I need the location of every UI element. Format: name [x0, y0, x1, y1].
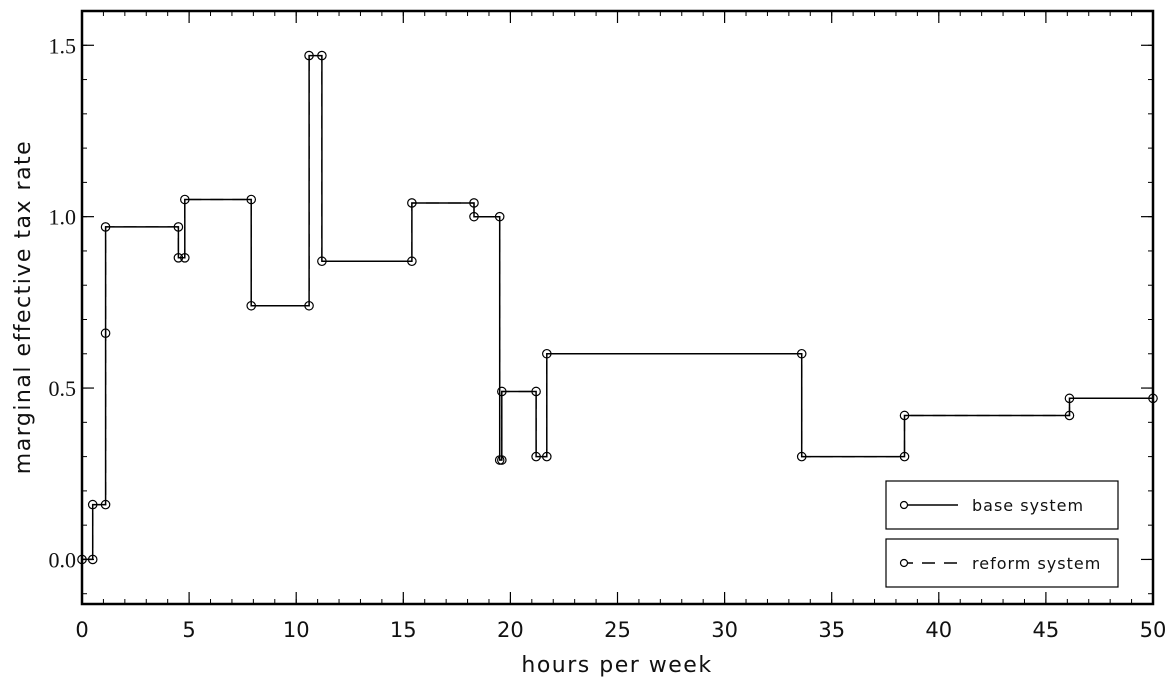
x-tick-labels: 0 5 10 15 20 25 30 35 40 45 50	[75, 618, 1166, 642]
series-reform-system	[82, 54, 1153, 561]
series-layer	[77, 50, 1158, 565]
y-tick-label: 0.0	[49, 547, 77, 572]
x-tick-label: 35	[818, 618, 845, 642]
legend-marker-reform	[899, 558, 909, 568]
x-tick-label: 5	[182, 618, 195, 642]
x-axis-label: hours per week	[521, 653, 712, 678]
legend: base system reform system	[885, 480, 1119, 588]
x-tick-label: 25	[604, 618, 631, 642]
data-point	[531, 386, 541, 397]
legend-label-reform: reform system	[972, 554, 1101, 573]
x-tick-label: 40	[925, 618, 952, 642]
x-tick-label: 15	[390, 618, 417, 642]
y-tick-label: 0.5	[49, 376, 77, 401]
x-tick-label: 0	[75, 618, 88, 642]
x-tick-label: 10	[283, 618, 310, 642]
plot-frame	[80, 9, 1155, 606]
y-axis-label: marginal effective tax rate	[11, 140, 36, 474]
x-tick-label: 30	[711, 618, 738, 642]
legend-entry-reform: reform system	[885, 538, 1119, 588]
y-tick-label: 1.0	[49, 205, 77, 230]
legend-entry-base: base system	[885, 480, 1119, 530]
x-tick-label: 20	[497, 618, 524, 642]
y-tick-label: 1.5	[49, 33, 77, 58]
data-point	[469, 211, 479, 222]
x-tick-label: 45	[1033, 618, 1060, 642]
series-line-reform-system	[82, 54, 1153, 561]
x-tick-label: 50	[1140, 618, 1167, 642]
y-tick-labels: 0.0 0.5 1.0 1.5	[49, 33, 77, 572]
legend-label-base: base system	[972, 496, 1084, 515]
legend-marker-base	[899, 500, 909, 510]
